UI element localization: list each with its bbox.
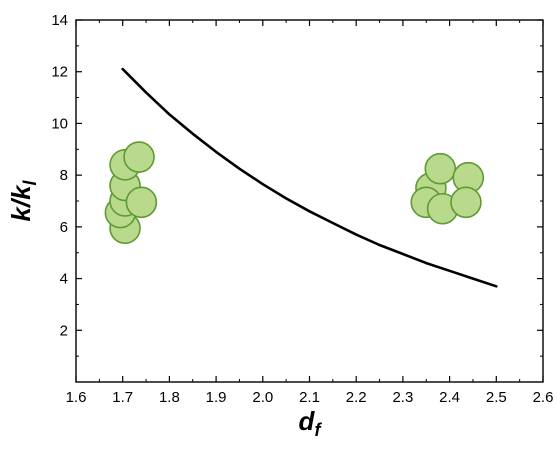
loose-aggregate-illustration <box>104 141 158 244</box>
y-axis-label-main: k/k <box>6 184 36 222</box>
x-tick-label: 2.3 <box>392 389 413 406</box>
x-axis-label-main: d <box>299 406 316 436</box>
x-axis-label: df <box>299 406 323 440</box>
y-tick-label: 4 <box>60 271 68 288</box>
x-tick-label: 2.6 <box>533 389 554 406</box>
y-tick-label: 14 <box>51 12 68 29</box>
x-tick-label: 1.7 <box>112 389 133 406</box>
compact-aggregate-illustration <box>410 152 485 225</box>
y-tick-label: 6 <box>60 219 68 236</box>
series-line-0 <box>121 67 498 288</box>
y-tick-label: 8 <box>60 167 68 184</box>
x-tick-label: 2.4 <box>439 389 460 406</box>
y-axis-label: k/kl <box>6 179 40 221</box>
x-tick-label: 1.9 <box>206 389 227 406</box>
x-tick-label: 2.1 <box>299 389 320 406</box>
particle-circle <box>125 186 158 219</box>
x-tick-label: 1.6 <box>66 389 87 406</box>
x-tick-label: 1.8 <box>159 389 180 406</box>
y-tick-label: 10 <box>51 115 68 132</box>
x-tick-label: 2.5 <box>486 389 507 406</box>
x-tick-label: 2.2 <box>346 389 367 406</box>
particle-circle <box>450 186 482 219</box>
x-tick-label: 2.0 <box>252 389 273 406</box>
y-tick-label: 2 <box>60 322 68 339</box>
particle-circle <box>424 152 457 185</box>
x-axis-label-subscript: f <box>314 420 322 440</box>
particle-circle <box>123 141 155 173</box>
y-axis-label-subscript: l <box>20 179 40 185</box>
y-tick-label: 12 <box>51 64 68 81</box>
